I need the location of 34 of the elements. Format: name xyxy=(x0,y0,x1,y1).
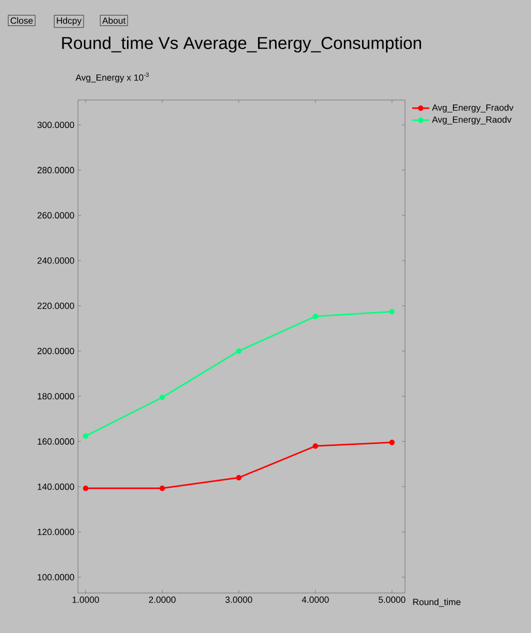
y-tick-label: 100.0000 xyxy=(38,574,74,580)
point xyxy=(312,443,318,449)
y-tick-label: 220.0000 xyxy=(38,302,74,309)
legend-label: Avg_Energy_Raodv xyxy=(432,116,512,125)
point xyxy=(159,394,165,400)
point xyxy=(312,314,318,320)
x-axis-title: Round_time xyxy=(413,598,460,607)
x-tick-label: 4.0000 xyxy=(302,596,329,603)
y-tick-label: 180.0000 xyxy=(38,393,74,400)
legend-label: Avg_Energy_Fraodv xyxy=(432,104,514,113)
y-tick-label: 260.0000 xyxy=(38,212,74,219)
point xyxy=(389,308,395,314)
text: Hdcpy xyxy=(56,17,82,26)
y-tick-label: 280.0000 xyxy=(38,166,74,174)
x-tick-label: 3.0000 xyxy=(225,596,252,603)
chart-title: Round_time Vs Average_Energy_Consumption xyxy=(62,36,422,52)
point xyxy=(159,486,165,492)
point xyxy=(82,486,88,492)
y-tick-label: 140.0000 xyxy=(38,484,74,490)
y-tick-label: 240.0000 xyxy=(38,257,74,264)
y-tick-label: 160.0000 xyxy=(38,438,74,445)
point xyxy=(236,474,242,480)
y-tick-label: 120.0000 xyxy=(38,528,74,536)
point xyxy=(389,440,395,446)
point xyxy=(236,348,242,354)
x-tick-label: 5.0000 xyxy=(378,596,406,603)
x-tick-label: 2.0000 xyxy=(148,596,176,603)
y-tick-label: 200.0000 xyxy=(38,348,74,354)
text: Close xyxy=(10,17,33,24)
y-axis-title: Avg_Energy x 10$^{-3}$ xyxy=(76,72,149,82)
point xyxy=(82,433,88,439)
y-tick-label: 300.0000 xyxy=(37,122,74,128)
text: About xyxy=(102,17,126,24)
x-tick-label: 1.0000 xyxy=(72,596,100,603)
